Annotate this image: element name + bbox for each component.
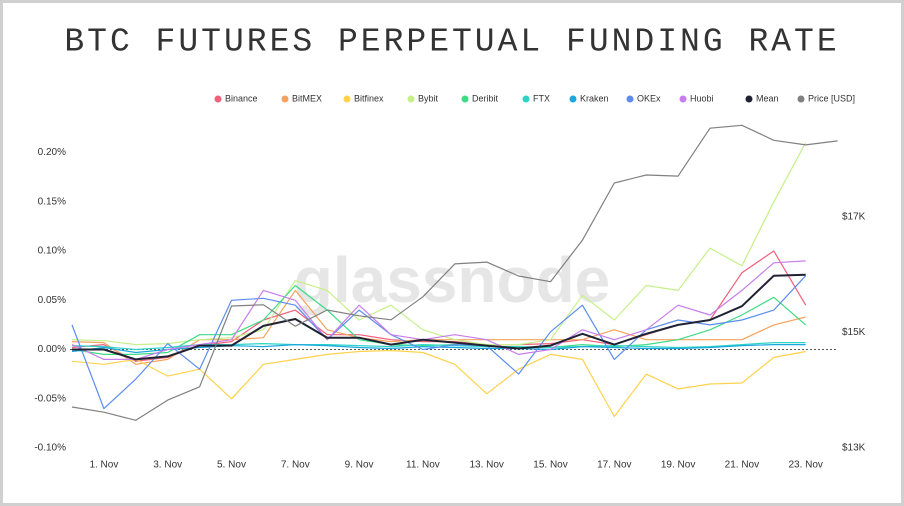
series-line (72, 273, 806, 361)
legend-label: Huobi (690, 93, 714, 103)
series-line (71, 275, 807, 410)
legend-label: Price [USD] (808, 93, 855, 103)
legend-label: Binance (225, 93, 258, 103)
series-line (71, 289, 806, 365)
series-line (71, 349, 806, 418)
legend-swatch (797, 95, 805, 103)
x-tick-label: 23. Nov (788, 460, 822, 471)
legend-swatch (679, 95, 687, 103)
y2-tick-label: $13K (842, 443, 866, 454)
legend-label: BitMEX (292, 93, 322, 103)
chart-title: BTC FUTURES PERPETUAL FUNDING RATE (64, 24, 839, 61)
y-tick-label: -0.05% (34, 393, 66, 404)
series-line (71, 124, 838, 421)
legend-swatch (569, 95, 577, 103)
series-line (71, 260, 806, 360)
legend-label: FTX (533, 93, 550, 103)
x-tick-label: 7. Nov (281, 460, 310, 471)
x-tick-label: 21. Nov (725, 460, 759, 471)
legend-swatch (214, 95, 222, 103)
legend-swatch (626, 95, 634, 103)
y-tick-label: 0.15% (38, 196, 66, 207)
legend-swatch (281, 95, 289, 103)
x-tick-label: 1. Nov (89, 460, 118, 471)
legend-label: Kraken (580, 93, 609, 103)
y2-tick-label: $17K (842, 212, 866, 223)
legend-swatch (522, 95, 530, 103)
legend-swatch (343, 95, 351, 103)
legend-swatch (461, 95, 469, 103)
legend-label: OKEx (637, 93, 661, 103)
y-tick-label: 0.05% (38, 295, 66, 306)
legend-label: Mean (756, 93, 779, 103)
x-tick-label: 11. Nov (406, 460, 440, 471)
x-tick-label: 17. Nov (597, 460, 631, 471)
y-tick-label: 0.00% (38, 344, 66, 355)
series-line (71, 142, 807, 346)
y2-tick-label: $15K (842, 327, 866, 338)
y-tick-label: -0.10% (34, 443, 66, 454)
x-tick-label: 9. Nov (345, 460, 374, 471)
x-tick-label: 3. Nov (153, 460, 182, 471)
watermark: glassnode (294, 244, 611, 316)
x-tick-label: 5. Nov (217, 460, 246, 471)
legend-label: Bitfinex (354, 93, 384, 103)
legend-swatch (407, 95, 415, 103)
legend-label: Deribit (472, 93, 499, 103)
x-tick-label: 19. Nov (661, 460, 695, 471)
y-tick-label: 0.10% (38, 246, 66, 257)
y-tick-label: 0.20% (38, 147, 66, 158)
x-tick-label: 13. Nov (469, 460, 503, 471)
x-tick-label: 15. Nov (533, 460, 567, 471)
legend-label: Bybit (418, 93, 439, 103)
legend-swatch (745, 95, 753, 103)
